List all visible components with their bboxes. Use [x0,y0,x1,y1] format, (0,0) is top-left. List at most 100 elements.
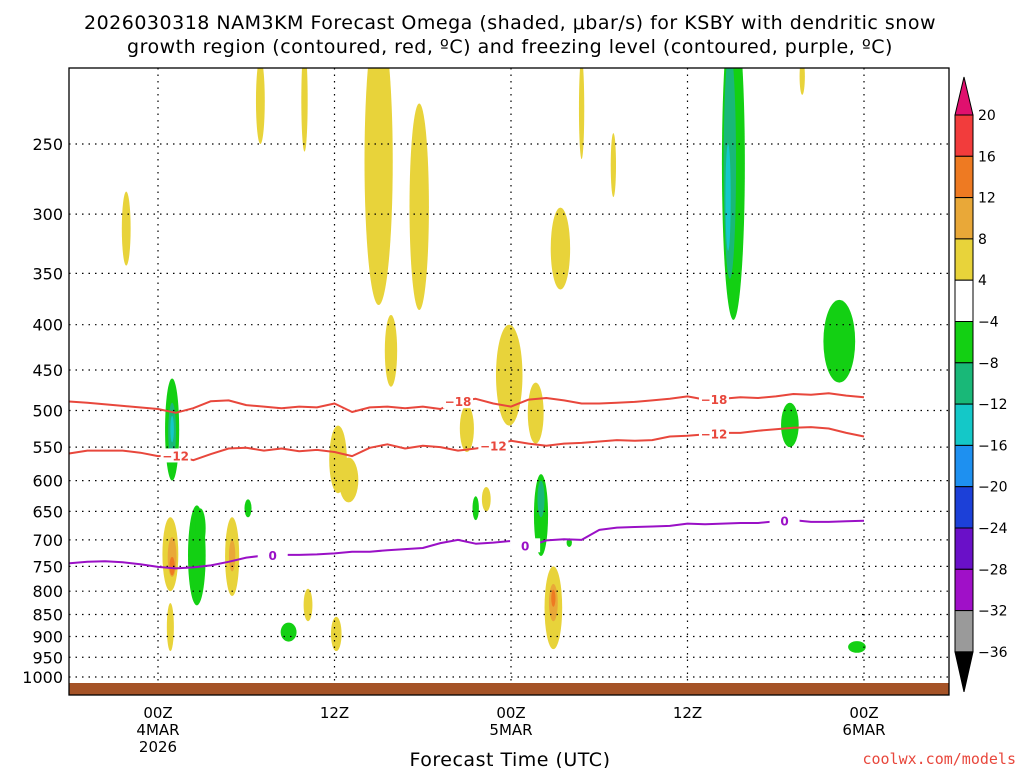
contour-label-bg [698,392,729,407]
grid-lines [69,68,949,695]
colorbar-swatch [954,444,974,488]
omega-region-34 [472,496,479,521]
omega-region-12 [610,133,617,198]
omega-region-19 [303,588,313,622]
colorbar-swatch [954,238,974,281]
omega-region-6 [481,486,491,512]
x-tick-label: 5MAR [489,721,532,739]
ground-terrain [69,683,949,695]
omega-region-5 [384,314,398,387]
colorbar-label: −12 [978,397,1008,413]
y-tick-label: 850 [32,606,63,625]
contour-label-bg [478,438,509,453]
colorbar-label: −4 [978,315,999,331]
y-tick-label: 300 [32,205,63,224]
x-tick-label: 00Z [496,704,525,722]
y-tick-label: 250 [32,135,63,154]
omega-region-3 [364,68,393,305]
x-tick-label: 4MAR [136,721,179,739]
omega-region-24 [228,539,236,572]
colorbar-label: 4 [978,273,987,289]
y-tick-label: 500 [32,402,63,421]
colorbar-swatch [954,568,974,612]
colorbar-label: −28 [978,562,1008,578]
colorbar-swatch [954,403,974,446]
x-tick-label: 00Z [849,704,878,722]
omega-region-33 [280,622,297,642]
omega-region-17 [166,603,174,652]
omega-region-15 [338,457,359,503]
colorbar-label: −16 [978,438,1008,454]
contour--18 [69,392,865,414]
colorbar-label: −24 [978,521,1008,537]
contour-label: −12 [701,428,728,442]
chart-title-line1: 2026030318 NAM3KM Forecast Omega (shaded… [84,12,936,34]
omega-region-10 [550,207,571,290]
temperature-contours [69,392,865,570]
omega-region-8 [495,324,523,426]
omega-region-11 [578,68,585,160]
colorbar-label: 20 [978,108,996,124]
colorbar-top-arrow [954,76,974,116]
colorbar-swatch [954,155,974,199]
contour-labels: −18 −18 −12 −12 −12 0 0 0 [160,392,800,563]
colorbar-swatch [954,486,974,529]
omega-region-9 [527,382,544,444]
contour--12 [69,426,865,462]
contour-0 [69,519,865,570]
contour-label-bg [160,448,191,463]
contour-label: 0 [269,549,277,563]
y-tick-label: 1000 [22,668,63,687]
colorbar-swatch [954,279,974,323]
colorbar-label: 12 [978,191,996,207]
y-tick-label: 350 [32,264,63,283]
omega-region-2 [301,68,308,152]
colorbar-swatch [954,610,974,653]
contour-label-bg [769,513,800,528]
x-tick-label: 12Z [320,704,349,722]
omega-region-41 [781,402,799,448]
colorbar-label: −32 [978,604,1008,620]
omega-region-31 [195,508,206,549]
y-tick-label: 800 [32,582,63,601]
y-tick-label: 450 [32,361,63,380]
omega-region-1 [255,68,265,144]
x-tick-label: 00Z [143,704,172,722]
x-axis-label: Forecast Time (UTC) [410,749,611,768]
y-tick-label: 700 [32,531,63,550]
contour-label-bg [510,538,541,553]
y-tick-label: 550 [32,438,63,457]
omega-region-26 [551,589,556,607]
y-axis-pressure: 250 300 350 400 450 500 550 600 650 700 750 800 850 9… [22,135,63,687]
omega-region-36 [537,480,545,518]
x-tick-label: 2026 [139,738,177,756]
colorbar-swatch [954,114,974,157]
contour-label: −18 [701,393,728,407]
chart-title-line2: growth region (contoured, red, ºC) and f… [127,36,893,58]
colorbar-bottom-arrow [954,651,974,693]
omega-region-13 [799,68,805,95]
y-tick-label: 600 [32,472,63,491]
omega-region-40 [725,144,731,251]
colorbar-label: 8 [978,232,987,248]
site-credit: coolwx.com/models [862,750,1016,768]
omega-region-42 [823,299,856,383]
contour-label-bg [443,394,474,409]
contour-label: −12 [162,449,189,463]
x-tick-label: 12Z [673,704,702,722]
omega-region-0 [121,191,131,266]
colorbar-label: −36 [978,645,1008,661]
contour-label: 0 [521,539,529,553]
plot-area: −18 −18 −12 −12 −12 0 0 0 [68,67,950,696]
omega-shading [121,68,866,653]
contour-label: −12 [480,440,507,454]
colorbar-swatch [954,362,974,405]
colorbar-label: 16 [978,149,996,165]
omega-region-23 [169,557,175,576]
omega-region-7 [459,405,474,453]
colorbar-swatch [954,321,974,364]
y-tick-label: 400 [32,316,63,335]
colorbar-label: −20 [978,480,1008,496]
omega-region-43 [848,641,866,653]
